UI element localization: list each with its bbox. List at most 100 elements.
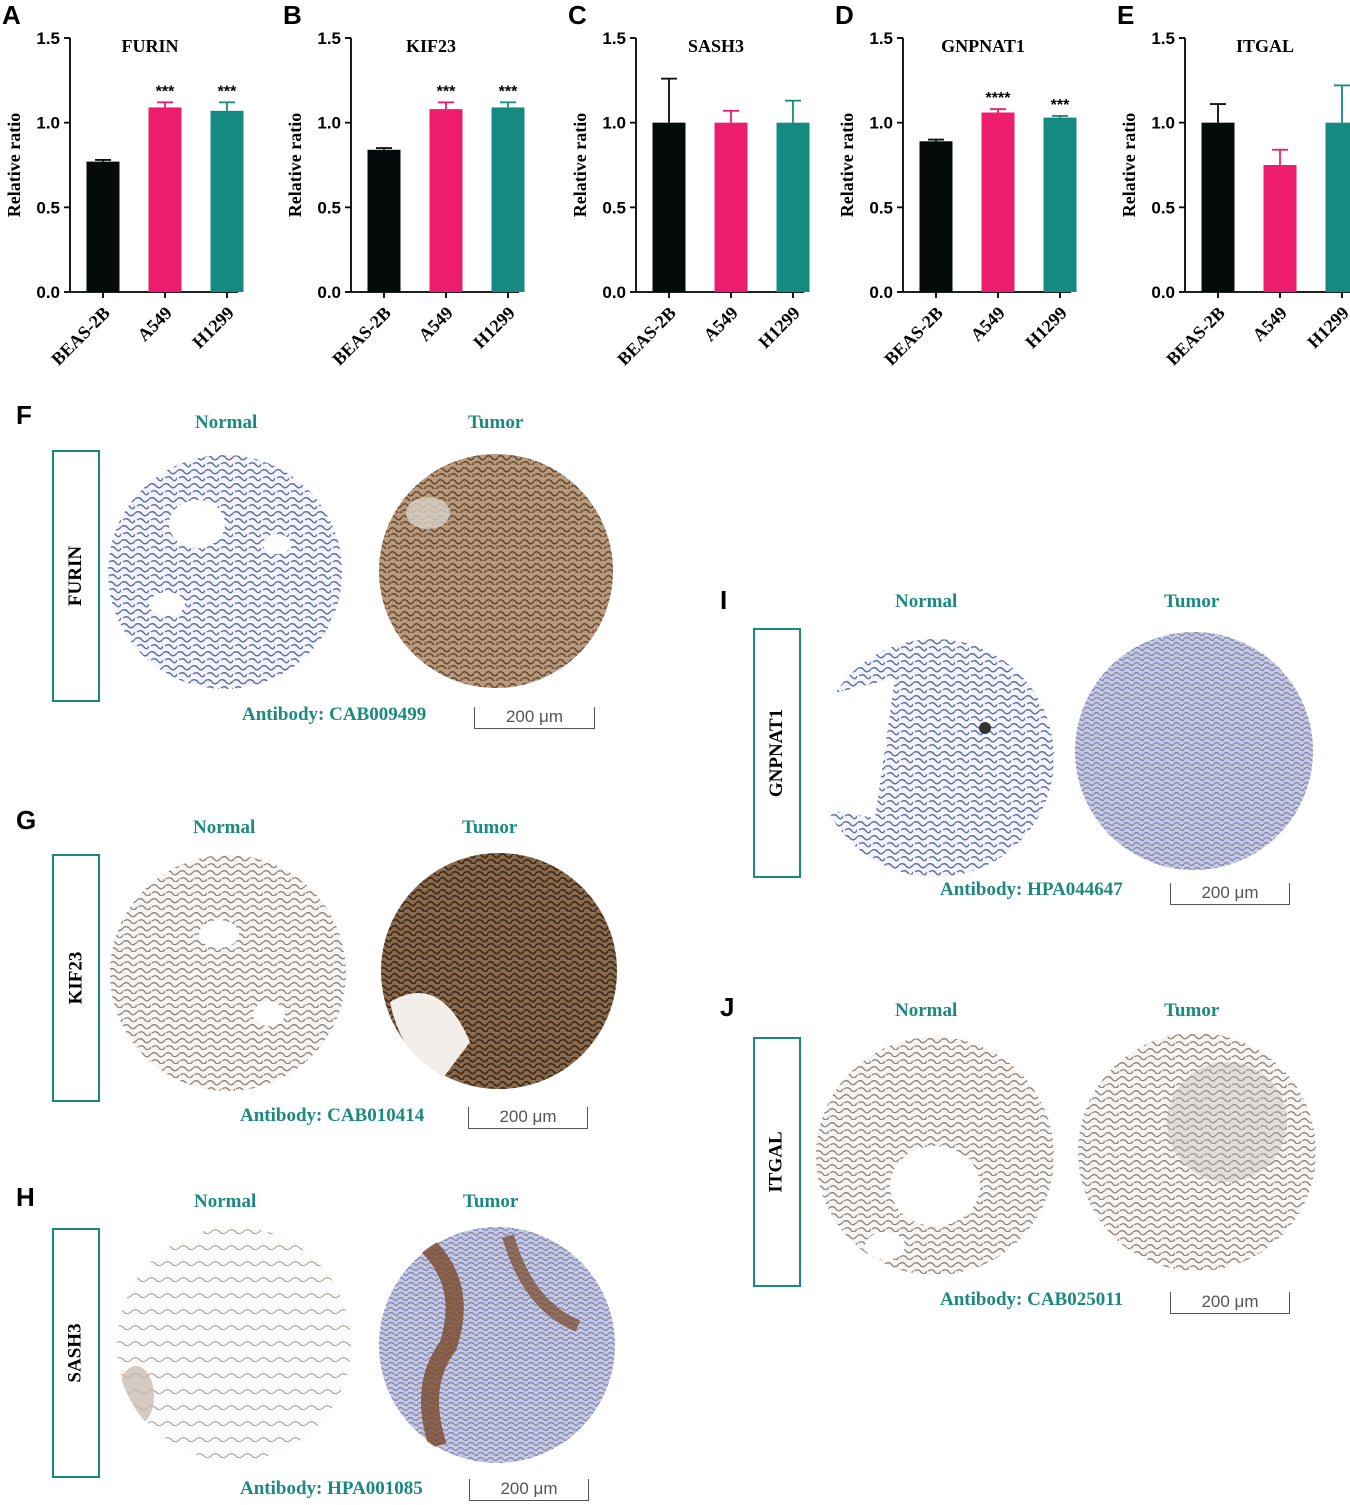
y-tick-label: 0.0 xyxy=(1151,283,1175,302)
gene-label: GNPNAT1 xyxy=(766,708,787,798)
significance-label: **** xyxy=(986,90,1012,107)
panel-letter-j: J xyxy=(720,992,735,1022)
significance-label: *** xyxy=(499,83,518,100)
y-tick-label: 1.0 xyxy=(317,114,341,133)
normal-tissue-core-itgal xyxy=(816,1037,1054,1275)
tumor-tissue-core-kif23 xyxy=(381,853,617,1089)
chart-title: SASH3 xyxy=(688,36,744,56)
x-tick-label: H1299 xyxy=(1303,303,1350,353)
y-tick-label: 1.0 xyxy=(602,114,626,133)
tumor-tissue-core-itgal xyxy=(1078,1033,1316,1271)
significance-label: *** xyxy=(218,83,237,100)
gene-box-gnpnat1: GNPNAT1 xyxy=(753,628,801,878)
panel-letter-d: D xyxy=(835,0,854,30)
tumor-tissue-core-gnpnat1 xyxy=(1075,632,1313,870)
scale-bar-label: 200 μm xyxy=(1201,1292,1259,1311)
tumor-label: Tumor xyxy=(1164,591,1220,612)
y-axis-label: Relative ratio xyxy=(570,113,590,217)
scale-bar: 200 μm xyxy=(474,707,595,729)
x-tick-label: BEAS-2B xyxy=(47,303,113,369)
bar-chart-itgal: ITGAL Relative ratio 0.0 0.5 1.0 1.5 BEAS-2B A5… xyxy=(1119,29,1350,369)
tumor-label: Tumor xyxy=(1164,1000,1220,1021)
x-tick-label: A549 xyxy=(414,303,456,345)
y-axis-label: Relative ratio xyxy=(4,113,24,217)
gene-box-kif23: KIF23 xyxy=(52,854,100,1102)
panel-letter-e: E xyxy=(1117,0,1135,30)
scale-bar: 200 μm xyxy=(469,1479,589,1501)
bar-chart-kif23: KIF23 Relative ratio 0.0 0.5 1.0 1.5 BEAS-2B **… xyxy=(285,29,525,369)
chart-title: FURIN xyxy=(122,36,179,56)
x-tick-label: BEAS-2B xyxy=(328,303,394,369)
y-tick-label: 0.0 xyxy=(602,283,626,302)
scale-bar: 200 μm xyxy=(1170,1292,1290,1314)
significance-label: *** xyxy=(437,83,456,100)
antibody-label: Antibody: CAB009499 xyxy=(242,704,427,725)
bar-h1299 xyxy=(210,110,244,293)
x-tick-label: A549 xyxy=(1248,303,1290,345)
x-tick-label: BEAS-2B xyxy=(1162,303,1228,369)
y-tick-label: 1.5 xyxy=(317,29,341,48)
bar-beas-2b xyxy=(919,141,953,292)
y-tick-label: 1.5 xyxy=(602,29,626,48)
panel-letter-c: C xyxy=(568,0,587,30)
panel-letter-g: G xyxy=(16,805,37,835)
bar-beas-2b xyxy=(1201,122,1235,293)
y-tick-label: 0.5 xyxy=(36,198,60,217)
tumor-tissue-core-sash3 xyxy=(379,1227,615,1463)
bar-chart-sash3: SASH3 Relative ratio 0.0 0.5 1.0 1.5 BEAS-2B A5… xyxy=(570,29,810,369)
normal-tissue-core-sash3 xyxy=(117,1227,351,1461)
y-tick-label: 1.0 xyxy=(869,114,893,133)
scale-bar-label: 200 μm xyxy=(500,1479,558,1498)
scale-bar-label: 200 μm xyxy=(505,707,564,726)
x-tick-label: A549 xyxy=(966,303,1008,345)
gene-label: KIF23 xyxy=(65,951,86,1005)
bar-beas-2b xyxy=(652,122,686,293)
gene-box-furin: FURIN xyxy=(52,450,100,702)
panel-letter-i: I xyxy=(720,585,728,615)
normal-label: Normal xyxy=(194,1191,257,1212)
x-tick-label: H1299 xyxy=(469,303,519,353)
scale-bar: 200 μm xyxy=(1170,883,1290,905)
gene-box-sash3: SASH3 xyxy=(52,1228,100,1478)
chart-title: ITGAL xyxy=(1236,36,1294,56)
bar-a549 xyxy=(148,107,182,292)
significance-label: *** xyxy=(156,83,175,100)
y-tick-label: 0.0 xyxy=(36,283,60,302)
bar-beas-2b xyxy=(86,161,120,292)
normal-label: Normal xyxy=(195,412,258,433)
gene-label: SASH3 xyxy=(65,1323,87,1383)
y-tick-label: 1.0 xyxy=(1151,114,1175,133)
y-tick-label: 1.0 xyxy=(36,114,60,133)
x-tick-label: BEAS-2B xyxy=(880,303,946,369)
y-tick-label: 0.0 xyxy=(317,283,341,302)
bar-a549 xyxy=(981,112,1015,292)
bar-h1299 xyxy=(1043,117,1077,292)
x-tick-label: H1299 xyxy=(1021,303,1071,353)
gene-box-itgal: ITGAL xyxy=(753,1037,801,1287)
normal-tissue-core-gnpnat1 xyxy=(815,639,1054,877)
bar-a549 xyxy=(429,109,463,293)
x-tick-label: H1299 xyxy=(188,303,238,353)
antibody-label: Antibody: HPA001085 xyxy=(240,1478,423,1499)
chart-title: KIF23 xyxy=(406,36,456,56)
normal-label: Normal xyxy=(895,591,958,612)
y-tick-label: 0.5 xyxy=(317,198,341,217)
normal-label: Normal xyxy=(193,817,256,838)
y-tick-label: 0.5 xyxy=(869,198,893,217)
y-tick-label: 1.5 xyxy=(1151,29,1175,48)
x-tick-label: BEAS-2B xyxy=(613,303,679,369)
scale-bar-label: 200 μm xyxy=(1201,883,1259,902)
panel-letter-f: F xyxy=(16,400,32,430)
panel-letter-b: B xyxy=(283,0,302,30)
x-tick-label: H1299 xyxy=(754,303,804,353)
bar-beas-2b xyxy=(367,149,401,292)
antibody-label: Antibody: CAB010414 xyxy=(240,1105,425,1126)
y-axis-label: Relative ratio xyxy=(837,113,857,217)
y-tick-label: 1.5 xyxy=(36,29,60,48)
bar-a549 xyxy=(714,122,748,293)
bar-h1299 xyxy=(1325,122,1350,293)
normal-label: Normal xyxy=(895,1000,958,1021)
tumor-tissue-core-furin xyxy=(379,454,613,688)
tumor-label: Tumor xyxy=(462,817,518,838)
y-tick-label: 0.5 xyxy=(602,198,626,217)
